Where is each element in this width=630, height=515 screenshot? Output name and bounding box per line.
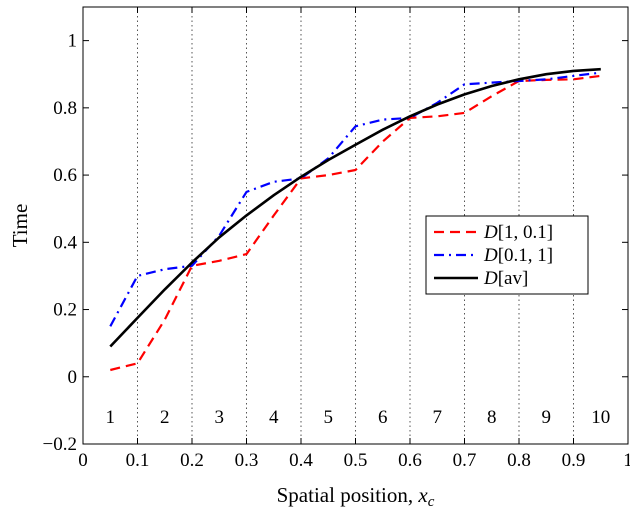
region-label: 2 [160, 407, 170, 428]
y-tick-label: 0 [68, 367, 78, 388]
x-tick-label: 1 [623, 450, 630, 471]
x-tick-label: 0 [78, 450, 88, 471]
region-label: 6 [378, 407, 388, 428]
x-tick-label: 0.3 [235, 450, 259, 471]
x-tick-label: 0.1 [126, 450, 150, 471]
y-tick-label: 0.4 [53, 232, 77, 253]
region-label: 7 [433, 407, 443, 428]
x-tick-label: 0.4 [289, 450, 313, 471]
x-axis-label: Spatial position, xc [277, 483, 435, 510]
x-tick-label: 0.9 [562, 450, 586, 471]
y-tick-label: 0.2 [53, 300, 77, 321]
region-labels: 1 2 3 4 5 6 7 8 9 10 [106, 407, 611, 428]
region-label: 4 [269, 407, 279, 428]
legend-label: D[1, 0.1] [483, 222, 553, 243]
y-tick-label: 0.8 [53, 98, 77, 119]
y-tick-label: 0.6 [53, 165, 77, 186]
x-tick-label: 0.2 [180, 450, 204, 471]
region-label: 3 [215, 407, 225, 428]
series-line-2 [109, 71, 601, 327]
x-tick-label: 0.8 [507, 450, 531, 471]
y-axis-label: Time [8, 204, 32, 248]
region-label: 10 [591, 407, 610, 428]
axis-ticks: 0 0.1 0.2 0.3 0.4 0.5 0.6 0.7 0.8 0.9 1−0.200.20.4… [43, 7, 630, 471]
y-tick-label: −0.2 [43, 434, 77, 455]
legend-label: D[0.1, 1] [483, 245, 553, 266]
region-label: 9 [542, 407, 552, 428]
legend-box [425, 215, 589, 295]
x-tick-label: 0.5 [344, 450, 368, 471]
y-tick-label: 1 [68, 31, 78, 52]
series-group [109, 67, 601, 372]
legend: D[1, 0.1]D[0.1, 1]D[av] [425, 215, 589, 295]
legend-label: D[av] [483, 268, 528, 289]
region-label: 1 [106, 407, 116, 428]
region-label: 8 [487, 407, 497, 428]
x-tick-label: 0.6 [398, 450, 422, 471]
region-label: 5 [324, 407, 334, 428]
x-tick-label: 0.7 [453, 450, 477, 471]
series-line-3 [109, 67, 601, 348]
